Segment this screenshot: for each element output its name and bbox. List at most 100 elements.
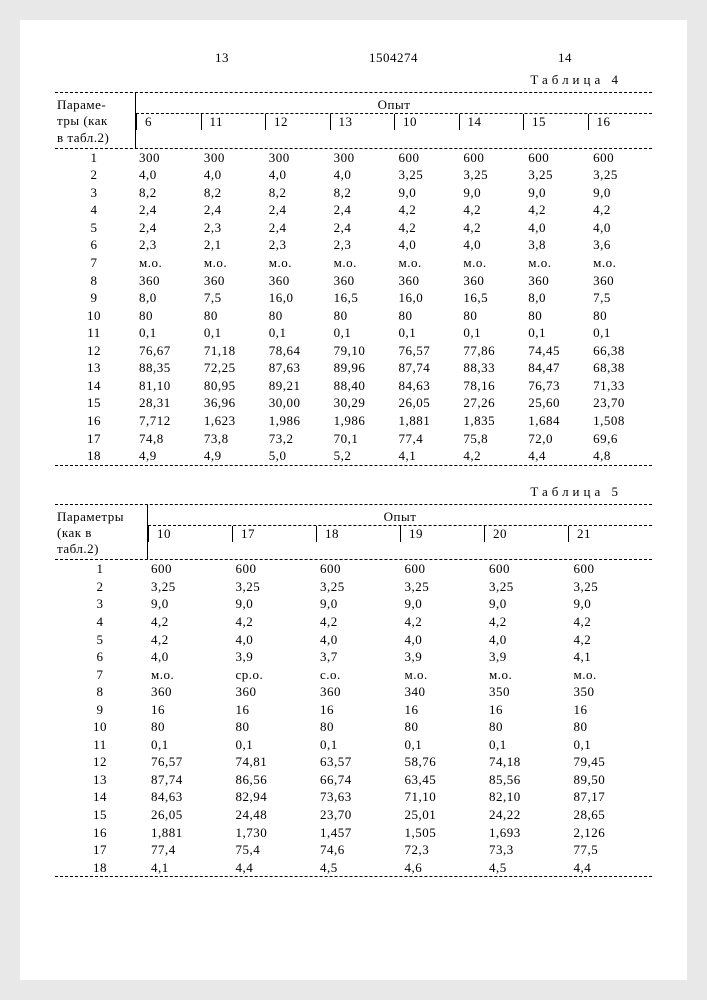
cell: 2,4 (263, 201, 328, 219)
cell: м.о. (483, 666, 568, 684)
cell: 3,25 (399, 578, 484, 596)
row-id: 17 (55, 430, 133, 448)
table-row: 24,04,04,04,03,253,253,253,25 (55, 166, 652, 184)
cell: 88,33 (457, 359, 522, 377)
cell: 4,0 (314, 631, 399, 649)
cell: 25,01 (399, 806, 484, 824)
row-id: 5 (55, 631, 145, 649)
table-row: 184,14,44,54,64,54,4 (55, 859, 652, 877)
cell: 600 (483, 560, 568, 578)
cell: 1,693 (483, 824, 568, 842)
row-values: 81,1080,9589,2188,4084,6378,1676,7371,33 (133, 377, 652, 395)
cell: 63,57 (314, 753, 399, 771)
row-values: 0,10,10,10,10,10,10,10,1 (133, 324, 652, 342)
cell: 600 (314, 560, 399, 578)
table-row: 23,253,253,253,253,253,25 (55, 578, 652, 596)
column-number: 17 (232, 526, 316, 542)
cell: 3,25 (393, 166, 458, 184)
cell: 82,94 (230, 788, 315, 806)
cell: 4,5 (483, 859, 568, 877)
cell: 3,6 (587, 236, 652, 254)
cell: 4,4 (568, 859, 653, 877)
cell: м.о. (587, 254, 652, 272)
cell: 360 (198, 272, 263, 290)
table4: Параме- тры (как в табл.2) Опыт 61112131… (55, 92, 652, 466)
cell: 80 (522, 307, 587, 325)
page-num-left: 13 (215, 50, 229, 66)
table-row: 54,24,04,04,04,04,2 (55, 631, 652, 649)
table4-rowheader-label: Параме- тры (как в табл.2) (55, 93, 136, 148)
cell: 81,10 (133, 377, 198, 395)
cell: 4,0 (230, 631, 315, 649)
row-id: 2 (55, 166, 133, 184)
cell: 87,74 (393, 359, 458, 377)
row-id: 4 (55, 613, 145, 631)
cell: 75,8 (457, 430, 522, 448)
row-values: 87,7486,5666,7463,4585,5689,50 (145, 771, 652, 789)
cell: 87,63 (263, 359, 328, 377)
cell: 9,0 (457, 184, 522, 202)
cell: 27,26 (457, 394, 522, 412)
cell: 4,1 (393, 447, 458, 465)
cell: 9,0 (399, 595, 484, 613)
cell: 1,986 (263, 412, 328, 430)
cell: 1,730 (230, 824, 315, 842)
row-id: 9 (55, 289, 133, 307)
cell: 4,2 (568, 631, 653, 649)
cell: 300 (263, 149, 328, 167)
table5-column-numbers: 101718192021 (148, 526, 652, 542)
table5-caption: Таблица 5 (55, 484, 622, 500)
cell: 4,2 (587, 201, 652, 219)
cell: 80 (483, 718, 568, 736)
row-id: 7 (55, 666, 145, 684)
cell: 0,1 (198, 324, 263, 342)
cell: 36,96 (198, 394, 263, 412)
table-row: 7м.о.ср.о.с.о.м.о.м.о.м.о. (55, 666, 652, 684)
table-row: 110,10,10,10,10,10,1 (55, 736, 652, 754)
cell: 72,3 (399, 841, 484, 859)
column-number: 19 (400, 526, 484, 542)
row-id: 18 (55, 447, 133, 465)
cell: 8,2 (328, 184, 393, 202)
row-id: 13 (55, 771, 145, 789)
row-values: 161616161616 (145, 701, 652, 719)
cell: 600 (399, 560, 484, 578)
row-values: 808080808080 (145, 718, 652, 736)
cell: 71,33 (587, 377, 652, 395)
cell: 75,4 (230, 841, 315, 859)
row-id: 3 (55, 184, 133, 202)
cell: 2,3 (263, 236, 328, 254)
table-row: 1276,5774,8163,5758,7674,1879,45 (55, 753, 652, 771)
row-id: 1 (55, 149, 133, 167)
cell: 0,1 (133, 324, 198, 342)
cell: 600 (457, 149, 522, 167)
table4-caption: Таблица 4 (55, 72, 622, 88)
cell: м.о. (399, 666, 484, 684)
cell: 23,70 (314, 806, 399, 824)
cell: 9,0 (483, 595, 568, 613)
cell: 76,67 (133, 342, 198, 360)
cell: 4,0 (145, 648, 230, 666)
cell: 300 (198, 149, 263, 167)
row-id: 2 (55, 578, 145, 596)
cell: 77,4 (145, 841, 230, 859)
table4-body: 130030030030060060060060024,04,04,04,03,… (55, 149, 652, 465)
cell: 0,1 (230, 736, 315, 754)
cell: 9,0 (568, 595, 653, 613)
cell: 8,2 (263, 184, 328, 202)
cell: 7,5 (587, 289, 652, 307)
row-values: 8080808080808080 (133, 307, 652, 325)
cell: 4,1 (568, 648, 653, 666)
row-id: 15 (55, 806, 145, 824)
cell: 80 (568, 718, 653, 736)
cell: 360 (145, 683, 230, 701)
cell: 72,0 (522, 430, 587, 448)
row-id: 5 (55, 219, 133, 237)
table-row: 62,32,12,32,34,04,03,83,6 (55, 236, 652, 254)
table-row: 39,09,09,09,09,09,0 (55, 595, 652, 613)
row-values: 360360360360360360360360 (133, 272, 652, 290)
row-id: 12 (55, 342, 133, 360)
cell: 4,0 (587, 219, 652, 237)
cell: 3,7 (314, 648, 399, 666)
cell: 16 (483, 701, 568, 719)
